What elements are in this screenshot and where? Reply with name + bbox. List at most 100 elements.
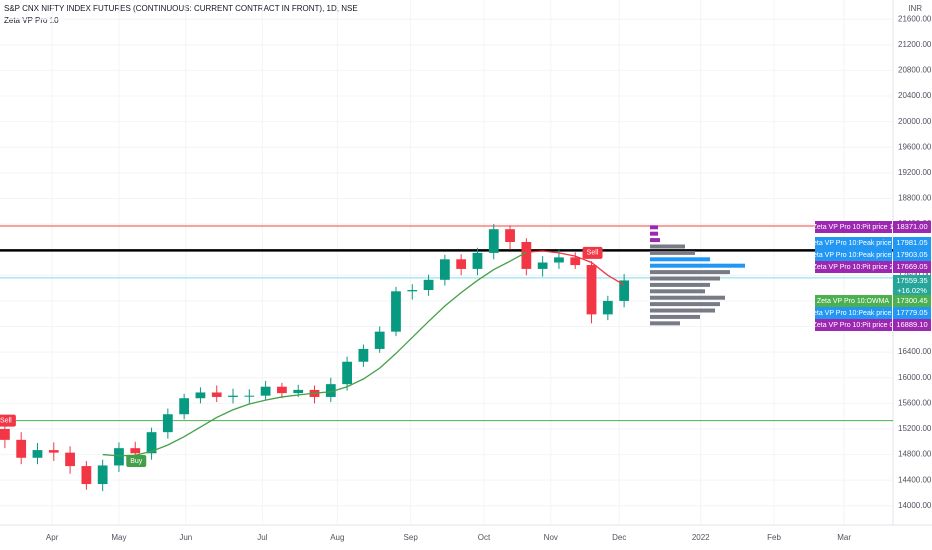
signal-badge (0, 414, 16, 427)
y-tick-label: 21600.00 (898, 14, 932, 23)
signal-text: Buy (130, 458, 143, 465)
candle-body (195, 392, 206, 399)
tag-name-box (815, 249, 892, 261)
x-tick-label: Apr (46, 533, 59, 542)
price-tag (893, 275, 931, 297)
candle-body (179, 398, 190, 415)
candle-body (537, 262, 548, 269)
price-tag-label: 18371.00 (896, 222, 927, 231)
candle-body (0, 428, 10, 440)
signal-badge (126, 454, 147, 467)
candle-body (374, 331, 385, 349)
volume-profile-bar (650, 257, 710, 262)
x-tick-label: Dec (612, 533, 626, 542)
volume-profile-bar (650, 321, 680, 326)
tag-name: Zeta VP Pro 10:Pit price 2 (813, 264, 894, 271)
x-tick-label: May (111, 533, 126, 542)
indicator-name: Zeta VP Pro 10 (4, 16, 59, 25)
x-tick-label: Oct (478, 533, 491, 542)
price-tag-label: 17981.05 (896, 238, 927, 247)
price-tag (893, 307, 931, 319)
price-tag (893, 249, 931, 261)
candle-body (554, 257, 564, 263)
candle-body (472, 252, 483, 269)
candle-body (456, 259, 467, 269)
volume-profile-bar (650, 270, 730, 275)
candle-body (32, 450, 43, 458)
candle-body (228, 395, 238, 397)
tag-name: Zeta VP Pro 10:Peak price 1 (809, 252, 898, 259)
volume-profile-bar (650, 282, 710, 287)
candle-body (81, 466, 92, 485)
y-tick-label: 20400.00 (898, 91, 932, 100)
tag-name: Zeta VP Pro 10:Pit price 1 (813, 224, 894, 231)
candle-body (342, 361, 352, 385)
price-tag-label: 17559.35 (896, 276, 927, 285)
price-tag (893, 295, 931, 307)
price-tag-label: 17779.05 (896, 308, 927, 317)
x-tick-label: Feb (767, 533, 781, 542)
x-tick-label: 2022 (692, 533, 710, 542)
y-tick-label: 18800.00 (898, 194, 932, 203)
volume-profile-bar (650, 225, 658, 230)
candle-body (358, 348, 369, 362)
volume-profile-bar (650, 263, 745, 268)
candle-body (407, 290, 418, 292)
candle-body (391, 291, 401, 332)
price-tag (893, 221, 931, 233)
y-tick-label: 19600.00 (898, 142, 932, 151)
candle-body (260, 386, 271, 396)
volume-profile-bar (650, 289, 705, 294)
volume-profile-bar (650, 276, 720, 281)
candle-body (277, 386, 287, 394)
y-tick-label: 16400.00 (898, 347, 932, 356)
y-tick-label: 14800.00 (898, 450, 932, 459)
candle-body (619, 280, 630, 301)
y-tick-label: 14000.00 (898, 501, 932, 510)
signal-badge (582, 246, 603, 259)
candle-body (488, 229, 499, 253)
price-tag (893, 319, 931, 331)
candle-body (586, 265, 597, 315)
moving-average (102, 251, 527, 457)
tag-name: Zeta VP Pro 10:Pit price 0 (813, 322, 894, 329)
candle-body (114, 448, 124, 466)
y-tick-label: 16000.00 (898, 373, 932, 382)
price-tag-label: 17903.05 (896, 250, 927, 259)
price-tag-label: 17300.45 (896, 296, 927, 305)
volume-profile-bar (650, 250, 695, 255)
candle-body (97, 465, 108, 485)
candle-body (602, 300, 613, 315)
tag-name-box (815, 221, 892, 233)
candle-body (570, 257, 581, 266)
candle-body (16, 439, 27, 458)
candle-body (162, 414, 173, 433)
candle-body (211, 392, 222, 397)
tag-name: Zeta VP Pro 10:Peak price 2 (809, 310, 898, 317)
y-tick-label: 20000.00 (898, 117, 932, 126)
price-tag-label: 17669.05 (896, 262, 927, 271)
y-tick-label: 20800.00 (898, 66, 932, 75)
candle-body (505, 229, 515, 243)
tag-name-box (815, 319, 892, 331)
y-tick-label: 15200.00 (898, 424, 932, 433)
candle-body (48, 450, 59, 453)
x-tick-label: Nov (544, 533, 558, 542)
tag-name-box (815, 307, 892, 319)
price-tag (893, 261, 931, 273)
x-tick-label: Jun (179, 533, 192, 542)
candle-body (146, 432, 157, 454)
tag-name-box (815, 237, 892, 249)
x-tick-label: Aug (330, 533, 344, 542)
candle-body (65, 452, 75, 467)
moving-average (526, 250, 625, 286)
x-tick-label: Jul (257, 533, 267, 542)
volume-profile-bar (650, 314, 700, 319)
candle-body (423, 279, 434, 291)
tag-name-box (815, 295, 892, 307)
y-tick-label: 17600.00 (898, 270, 932, 279)
chart-title: S&P CNX NIFTY INDEX FUTURES (CONTINUOUS:… (4, 4, 358, 13)
currency: INR (908, 4, 922, 13)
candle-body (325, 384, 336, 397)
price-tag-label: 16889.10 (896, 320, 927, 329)
